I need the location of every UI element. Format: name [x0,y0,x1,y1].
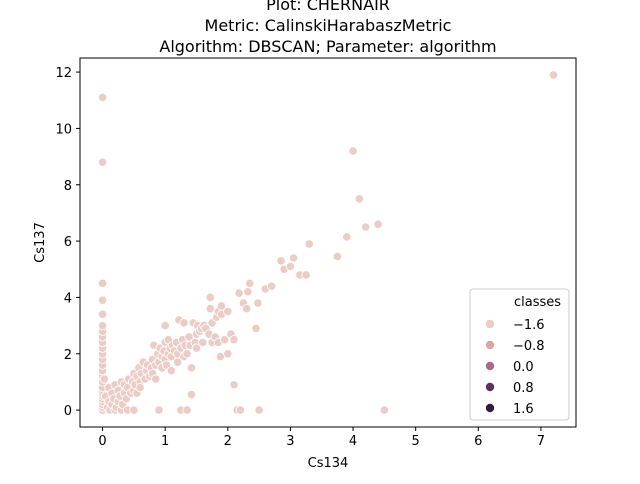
chart-title-line: Plot: CHERNAIR [266,0,390,14]
legend-entry-label: −1.6 [513,318,545,333]
scatter-point [223,349,233,359]
legend-marker [484,360,495,371]
scatter-point [179,318,189,328]
scatter-point [205,304,215,314]
scatter-point [253,298,263,308]
legend-marker [484,402,495,413]
scatter-point [241,304,252,314]
x-tick-label: 0 [98,434,106,449]
scatter-point [360,222,371,232]
scatter-point [548,70,559,80]
scatter-point [97,92,108,103]
scatter-point [173,357,183,367]
legend-marker [484,381,495,392]
legend-entry-label: −0.8 [513,339,545,354]
scatter-point [234,288,244,298]
x-tick-label: 7 [537,434,545,449]
scatter-point [182,349,192,359]
scatter-point [97,278,108,288]
chart-title-line: Metric: CalinskiHarabaszMetric [205,16,452,35]
y-tick-label: 4 [64,291,72,306]
scatter-point [348,146,358,156]
y-tick-label: 8 [64,179,72,194]
scatter-point [154,405,164,415]
scatter-point [373,219,383,229]
x-tick-label: 2 [224,434,232,449]
y-tick-label: 10 [55,122,72,137]
x-axis-ticks: 0 1 2 3 4 5 6 7 [98,427,545,449]
legend-marker [484,318,495,329]
scatter-point [99,374,110,384]
x-tick-label: 3 [286,434,294,449]
legend-title: classes [514,295,561,310]
scatter-point [223,306,233,317]
chart-title: Plot: CHERNAIR Metric: CalinskiHarabaszMe… [159,0,496,56]
scatter-point [288,253,299,263]
x-axis-label: Cs134 [308,456,349,471]
legend-entry-label: 0.0 [513,360,534,375]
scatter-point [166,366,177,376]
scatter-point [151,374,161,384]
x-tick-label: 4 [349,434,357,449]
y-tick-label: 6 [64,235,72,250]
y-axis-label: Cs137 [33,222,48,263]
scatter-point [97,295,108,305]
y-tick-label: 12 [55,66,72,81]
scatter-point [135,382,145,393]
y-axis-ticks: 0 2 4 6 8 10 12 [55,66,80,419]
scatter-point [285,261,296,272]
x-tick-label: 1 [161,434,169,449]
scatter-point [243,287,253,297]
scatter-point [251,323,261,334]
scatter-point [198,337,208,348]
legend-entry-label: 1.6 [513,402,534,417]
scatter-point [205,292,215,303]
scatter-point [267,281,277,291]
scatter-point [97,320,108,331]
scatter-point [229,380,239,390]
scatter-point [97,309,108,319]
scatter-point [229,335,239,345]
scatter-point [182,405,192,415]
scatter-point [97,157,108,167]
scatter-point [304,239,314,249]
scatter-point [379,405,389,415]
scatter-point [129,405,139,415]
scatter-point [301,270,311,280]
scatter-point [220,335,230,345]
plot-area-frame [79,57,577,428]
scatter-point [245,278,255,288]
y-tick-label: 0 [64,404,72,419]
scatter-point [191,343,202,353]
legend: classes −1.6 −0.8 0.0 0.8 1.6 [469,288,570,421]
scatter-point [354,194,364,204]
legend-marker [484,339,495,350]
legend-entry-label: 0.8 [513,381,534,396]
scatter-point [342,232,352,242]
y-tick-label: 2 [64,348,72,363]
scatter-point [276,256,286,266]
scatter-point [254,405,264,415]
scatter-point [186,390,197,400]
x-tick-label: 5 [412,434,420,449]
scatter-point [160,320,170,331]
x-tick-label: 6 [474,434,482,449]
scatter-point [235,405,245,415]
scatter-point [332,251,342,262]
scatter-point [186,363,197,373]
scatter-points [97,70,559,415]
chart-title-line: Algorithm: DBSCAN; Parameter: algorithm [159,37,496,56]
